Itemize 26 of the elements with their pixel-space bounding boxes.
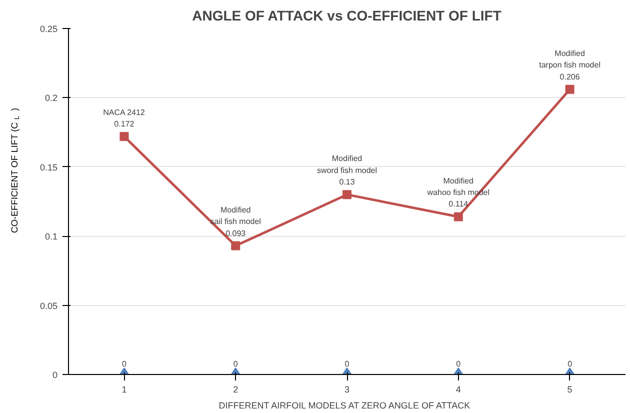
- data-label: 0: [122, 360, 127, 368]
- x-tick-label: 4: [456, 384, 461, 394]
- data-label: 0: [456, 360, 462, 368]
- x-tick-label: 2: [233, 384, 238, 394]
- data-label: 0: [344, 360, 350, 368]
- chart-title: ANGLE OF ATTACK vs CO-EFFICIENT OF LIFT: [192, 8, 502, 24]
- data-label: 0: [233, 360, 238, 368]
- y-tick-label: 0.15: [40, 162, 58, 172]
- point: [342, 190, 352, 200]
- point: [120, 132, 129, 141]
- point: [454, 212, 463, 222]
- data-label: 0: [568, 360, 573, 368]
- x-tick-label: 3: [344, 384, 350, 394]
- y-tick-label: 0.1: [44, 232, 58, 242]
- y-tick-label: 0: [52, 370, 58, 380]
- data-label: NACA 2412 0.172: [103, 108, 146, 128]
- data-label: Modified sword fish model 0.13: [316, 154, 378, 187]
- y-tick-label: 0.05: [40, 300, 58, 311]
- x-tick-label: 5: [567, 384, 572, 394]
- point: [231, 241, 240, 250]
- point: [565, 84, 574, 94]
- x-tick-label: 1: [122, 384, 127, 394]
- y-tick-label: 0.2: [44, 93, 58, 104]
- y-tick-label: 0.25: [40, 24, 58, 34]
- x-axis-title: DIFFERENT AIRFOIL MODELS AT ZERO ANGLE OF ATTACK: [218, 400, 470, 410]
- data-label: Modified tarpon fish model 0.206: [539, 48, 601, 82]
